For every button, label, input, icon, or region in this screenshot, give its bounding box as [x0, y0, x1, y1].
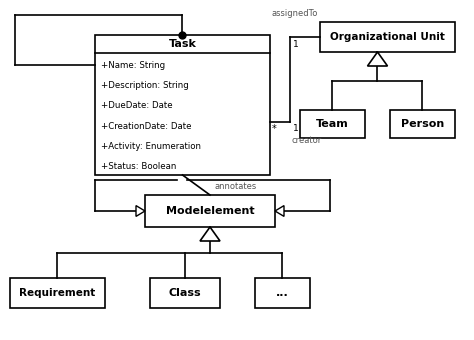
Text: ...: ... — [276, 288, 289, 298]
Text: +DueDate: Date: +DueDate: Date — [101, 101, 173, 110]
Text: +Status: Boolean: +Status: Boolean — [101, 163, 176, 171]
Text: Class: Class — [169, 288, 201, 298]
Text: +Name: String: +Name: String — [101, 61, 165, 70]
Text: +CreationDate: Date: +CreationDate: Date — [101, 122, 191, 131]
Text: Requirement: Requirement — [19, 288, 96, 298]
Bar — [255, 278, 310, 308]
Text: creator: creator — [292, 136, 322, 145]
Text: Team: Team — [316, 119, 349, 129]
Bar — [10, 278, 105, 308]
Polygon shape — [136, 206, 145, 216]
Text: Task: Task — [169, 39, 196, 49]
Text: +Description: String: +Description: String — [101, 81, 189, 90]
Bar — [145, 195, 275, 227]
Text: +Activity: Enumeration: +Activity: Enumeration — [101, 142, 201, 151]
Bar — [150, 278, 220, 308]
Text: 1: 1 — [293, 40, 299, 49]
Bar — [95, 35, 270, 175]
Polygon shape — [367, 52, 388, 66]
Text: assignedTo: assignedTo — [272, 9, 318, 18]
Text: *: * — [272, 124, 277, 134]
Bar — [390, 110, 455, 138]
Text: Organizational Unit: Organizational Unit — [330, 32, 445, 42]
Text: annotates: annotates — [215, 182, 257, 191]
Text: 1: 1 — [293, 124, 299, 133]
Bar — [320, 22, 455, 52]
Text: Modelelement: Modelelement — [166, 206, 255, 216]
Text: Person: Person — [401, 119, 444, 129]
Bar — [300, 110, 365, 138]
Polygon shape — [200, 227, 220, 241]
Polygon shape — [275, 206, 284, 216]
